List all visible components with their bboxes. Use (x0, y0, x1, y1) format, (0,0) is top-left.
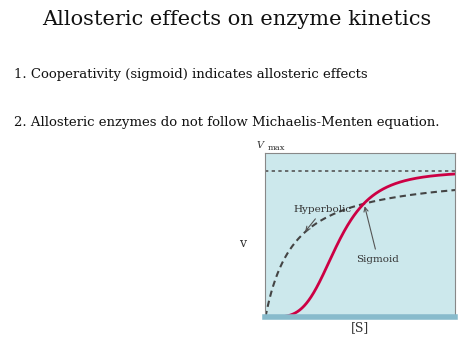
Text: v: v (239, 237, 246, 250)
Text: max: max (267, 144, 285, 152)
X-axis label: [S]: [S] (351, 321, 369, 334)
Text: Sigmoid: Sigmoid (356, 207, 399, 264)
Text: Allosteric effects on enzyme kinetics: Allosteric effects on enzyme kinetics (42, 10, 432, 29)
Text: Hyperbolic: Hyperbolic (294, 205, 352, 231)
Text: 1. Cooperativity (sigmoid) indicates allosteric effects: 1. Cooperativity (sigmoid) indicates all… (14, 68, 368, 81)
Text: V: V (256, 141, 264, 150)
Text: 2. Allosteric enzymes do not follow Michaelis-Menten equation.: 2. Allosteric enzymes do not follow Mich… (14, 116, 440, 129)
